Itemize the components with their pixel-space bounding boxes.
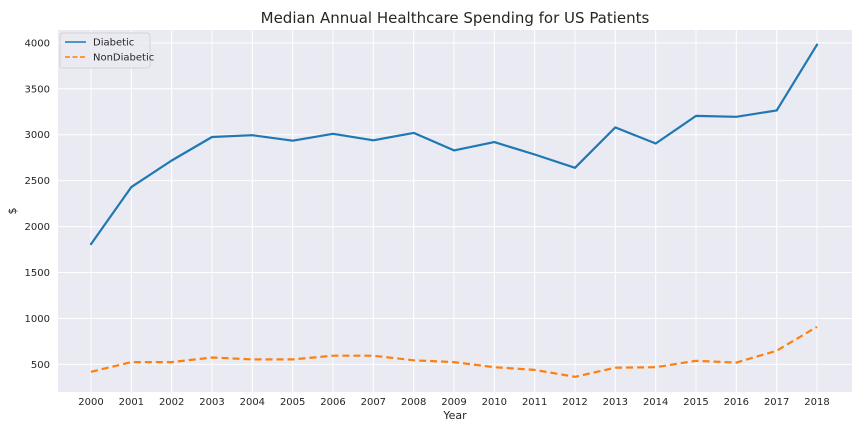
x-tick-label: 2000: [78, 397, 103, 408]
y-tick-label: 1000: [25, 314, 50, 325]
x-tick-label: 2017: [764, 397, 789, 408]
x-tick-label: 2015: [683, 397, 708, 408]
x-tick-label: 2001: [119, 397, 144, 408]
y-tick-label: 3000: [25, 130, 50, 141]
y-tick-label: 3500: [25, 84, 50, 95]
y-tick-label: 2000: [25, 222, 50, 233]
plot-background: [58, 30, 852, 392]
y-axis-ticks: 500 1000 1500 2000 2500 3000 3500 4000: [25, 38, 50, 371]
x-tick-label: 2016: [724, 397, 749, 408]
x-tick-label: 2003: [199, 397, 224, 408]
x-axis-label: Year: [442, 409, 467, 422]
chart-title: Median Annual Healthcare Spending for US…: [261, 9, 650, 27]
x-tick-label: 2018: [804, 397, 829, 408]
legend-label-nondiabetic: NonDiabetic: [93, 53, 154, 64]
x-tick-label: 2012: [562, 397, 587, 408]
legend-label-diabetic: Diabetic: [93, 38, 134, 49]
y-axis-label: $: [6, 208, 19, 215]
x-tick-label: 2007: [361, 397, 386, 408]
y-tick-label: 500: [31, 360, 50, 371]
x-tick-label: 2010: [482, 397, 507, 408]
y-tick-label: 2500: [25, 176, 50, 187]
series-line-nondiabetic: [90, 325, 818, 378]
x-tick-label: 2002: [159, 397, 184, 408]
x-tick-label: 2014: [643, 397, 668, 408]
y-tick-label: 4000: [25, 38, 50, 49]
x-tick-label: 2005: [280, 397, 305, 408]
grid: [58, 30, 852, 392]
x-tick-label: 2009: [441, 397, 466, 408]
x-tick-label: 2004: [240, 397, 265, 408]
x-axis-ticks: 2000 2001 2002 2003 2004 2005 2006 2007 2008 2009…: [78, 397, 829, 408]
y-tick-label: 1500: [25, 268, 50, 279]
x-tick-label: 2006: [320, 397, 345, 408]
x-tick-label: 2013: [603, 397, 628, 408]
x-tick-label: 2008: [401, 397, 426, 408]
series-lines: [89, 43, 819, 378]
x-tick-label: 2011: [522, 397, 547, 408]
series-line-diabetic: [89, 43, 819, 246]
legend: Diabetic NonDiabetic: [59, 32, 154, 69]
